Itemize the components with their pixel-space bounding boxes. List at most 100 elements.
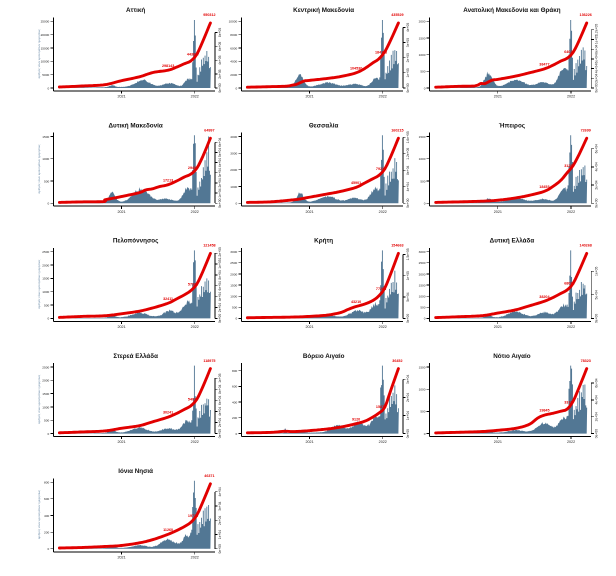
svg-text:2021: 2021 xyxy=(305,440,313,444)
svg-text:6e+04: 6e+04 xyxy=(594,378,598,387)
svg-text:αριθμός νέων κρουσμάτων ημερησ: αριθμός νέων κρουσμάτων ημερησίως xyxy=(37,259,41,309)
svg-text:2e+04: 2e+04 xyxy=(594,180,598,189)
svg-text:0: 0 xyxy=(424,317,426,321)
svg-text:3e+04: 3e+04 xyxy=(406,375,410,384)
svg-text:19845: 19845 xyxy=(539,409,549,413)
svg-text:45901: 45901 xyxy=(351,181,361,185)
svg-text:4e+04: 4e+04 xyxy=(218,407,222,416)
svg-text:Ιόνια Νησιά: Ιόνια Νησιά xyxy=(118,468,153,475)
svg-text:38204: 38204 xyxy=(539,295,550,299)
svg-text:57393: 57393 xyxy=(188,282,198,286)
svg-text:2021: 2021 xyxy=(305,210,313,214)
svg-text:140268: 140268 xyxy=(580,244,592,248)
svg-text:79213: 79213 xyxy=(376,167,386,171)
svg-text:64023: 64023 xyxy=(564,50,574,54)
svg-text:8e+04: 8e+04 xyxy=(406,165,410,174)
svg-text:2021: 2021 xyxy=(494,95,502,99)
svg-text:78323: 78323 xyxy=(581,359,591,363)
svg-text:1.5e+05: 1.5e+05 xyxy=(406,248,410,260)
svg-text:9120: 9120 xyxy=(352,417,360,421)
svg-text:0: 0 xyxy=(47,432,49,436)
svg-text:68091: 68091 xyxy=(564,282,574,286)
svg-text:6e+04: 6e+04 xyxy=(594,144,598,153)
svg-text:29408: 29408 xyxy=(188,166,198,170)
svg-text:Κεντρική Μακεδονία: Κεντρική Μακεδονία xyxy=(293,7,354,14)
svg-text:Θεσσαλία: Θεσσαλία xyxy=(309,121,339,129)
svg-text:1000: 1000 xyxy=(419,157,426,161)
svg-text:6e+04: 6e+04 xyxy=(218,137,222,146)
svg-text:54013: 54013 xyxy=(188,398,198,402)
svg-text:2022: 2022 xyxy=(567,210,575,214)
svg-text:298143: 298143 xyxy=(162,64,174,68)
svg-text:2e+04: 2e+04 xyxy=(218,303,222,312)
svg-text:5000: 5000 xyxy=(42,73,49,77)
svg-text:2022: 2022 xyxy=(191,555,199,559)
svg-text:600: 600 xyxy=(44,497,49,501)
svg-text:0: 0 xyxy=(47,317,49,321)
svg-text:11260: 11260 xyxy=(163,528,173,532)
svg-text:2500: 2500 xyxy=(42,250,49,254)
svg-text:0e+00: 0e+00 xyxy=(594,83,598,92)
svg-text:1e+05: 1e+05 xyxy=(406,68,410,77)
svg-text:5e+04: 5e+04 xyxy=(594,290,598,299)
svg-text:72699: 72699 xyxy=(581,128,591,132)
svg-text:500: 500 xyxy=(420,70,425,74)
svg-text:1000: 1000 xyxy=(42,290,49,294)
svg-text:1e+04: 1e+04 xyxy=(406,411,410,420)
svg-text:2500: 2500 xyxy=(42,365,49,369)
svg-text:0: 0 xyxy=(47,86,49,90)
svg-text:4000: 4000 xyxy=(230,60,237,64)
svg-text:2022: 2022 xyxy=(567,95,575,99)
svg-text:1500: 1500 xyxy=(419,365,426,369)
svg-text:2021: 2021 xyxy=(117,95,125,99)
svg-text:Δυτική Ελλάδα: Δυτική Ελλάδα xyxy=(490,237,535,245)
svg-text:6e+05: 6e+05 xyxy=(218,42,222,51)
svg-text:2000: 2000 xyxy=(230,168,237,172)
svg-text:500: 500 xyxy=(44,303,49,307)
svg-text:1e+05: 1e+05 xyxy=(594,35,598,44)
svg-text:αριθμός νέων κρουσμάτων ημερησ: αριθμός νέων κρουσμάτων ημερησίως xyxy=(37,374,41,424)
svg-text:6000: 6000 xyxy=(230,46,237,50)
svg-text:104530: 104530 xyxy=(350,66,362,70)
svg-text:0e+00: 0e+00 xyxy=(406,314,410,323)
svg-text:0e+00: 0e+00 xyxy=(406,83,410,92)
svg-text:0: 0 xyxy=(235,432,237,436)
svg-text:0: 0 xyxy=(424,202,426,206)
svg-text:31207: 31207 xyxy=(564,164,574,168)
svg-text:2000: 2000 xyxy=(230,73,237,77)
svg-text:136226: 136226 xyxy=(580,13,592,17)
svg-text:2022: 2022 xyxy=(191,95,199,99)
svg-text:4e+04: 4e+04 xyxy=(218,487,222,496)
svg-text:0e+00: 0e+00 xyxy=(406,429,410,438)
svg-text:1.2e+05: 1.2e+05 xyxy=(594,24,598,36)
svg-text:2000: 2000 xyxy=(419,20,426,24)
svg-text:33107: 33107 xyxy=(564,400,574,404)
svg-text:19732: 19732 xyxy=(188,514,198,518)
svg-text:1500: 1500 xyxy=(419,36,426,40)
svg-text:0: 0 xyxy=(235,202,237,206)
svg-text:0e+00: 0e+00 xyxy=(218,83,222,92)
svg-text:Δυτική Μακεδονία: Δυτική Μακεδονία xyxy=(109,122,163,129)
svg-text:1500: 1500 xyxy=(419,135,426,139)
svg-text:Νότιο Αιγαίο: Νότιο Αιγαίο xyxy=(493,353,531,360)
svg-text:1e+05: 1e+05 xyxy=(218,259,222,268)
svg-text:160215: 160215 xyxy=(391,128,403,132)
svg-text:8000: 8000 xyxy=(230,33,237,37)
svg-text:4e+04: 4e+04 xyxy=(594,395,598,404)
svg-text:2e+04: 2e+04 xyxy=(406,393,410,402)
svg-text:15874: 15874 xyxy=(376,405,387,409)
svg-text:6e+04: 6e+04 xyxy=(218,396,222,405)
svg-text:5e+04: 5e+04 xyxy=(218,148,222,157)
svg-text:8e+04: 8e+04 xyxy=(218,270,222,279)
svg-text:2000: 2000 xyxy=(419,272,426,276)
svg-text:Ανατολική Μακεδονία και Θράκη: Ανατολική Μακεδονία και Θράκη xyxy=(463,6,561,14)
svg-text:18453: 18453 xyxy=(539,185,549,189)
svg-text:2e+04: 2e+04 xyxy=(218,418,222,427)
svg-text:3000: 3000 xyxy=(230,250,237,254)
svg-text:1e+05: 1e+05 xyxy=(218,373,222,382)
svg-text:Στερεά Ελλάδα: Στερεά Ελλάδα xyxy=(113,352,158,360)
svg-text:0e+00: 0e+00 xyxy=(406,198,410,207)
svg-text:8e+05: 8e+05 xyxy=(218,28,222,37)
svg-text:2021: 2021 xyxy=(494,210,502,214)
svg-text:1500: 1500 xyxy=(419,283,426,287)
